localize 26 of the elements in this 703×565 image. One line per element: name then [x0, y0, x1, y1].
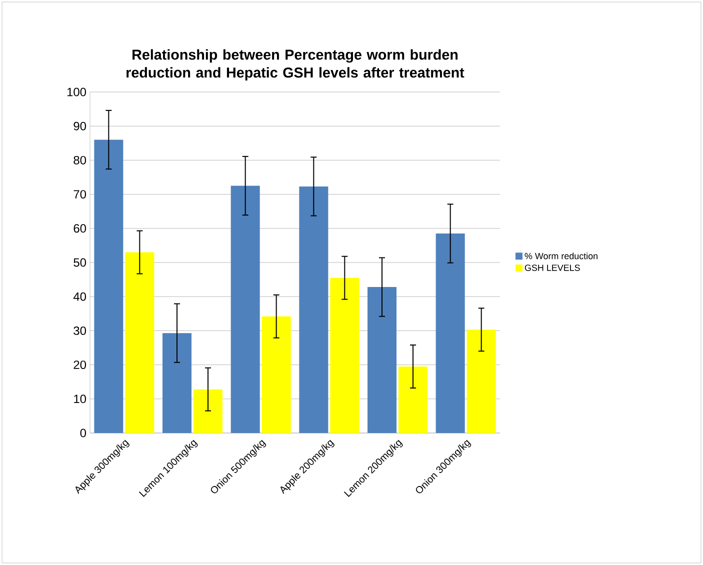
bar — [193, 389, 222, 433]
bar — [398, 366, 428, 433]
bar — [436, 234, 465, 433]
y-tick-label: 100 — [67, 88, 86, 96]
bar — [230, 186, 260, 433]
y-tick-label: 0 — [80, 428, 86, 438]
bar — [466, 330, 496, 433]
y-tick-label: 70 — [74, 190, 86, 199]
bar — [162, 333, 192, 433]
y-tick-label: 20 — [74, 360, 86, 370]
y-tick-label: 30 — [74, 326, 86, 335]
y-tick-label: 40 — [73, 292, 86, 301]
legend-label: % Worm reduction — [524, 252, 598, 260]
y-tick-label: 10 — [74, 394, 86, 404]
y-tick-label: 80 — [74, 156, 86, 164]
bar — [299, 186, 328, 433]
legend-label: GSH LEVELS — [524, 264, 580, 271]
chart-title: Relationship between Percentage worm burden reduction and Hepatic GSH levels after treatment — [126, 49, 464, 81]
bar — [94, 140, 124, 433]
bar — [330, 278, 360, 433]
bar — [262, 316, 291, 433]
y-tick-label: 50 — [74, 258, 86, 267]
bar — [125, 252, 154, 433]
bar — [368, 287, 396, 433]
y-tick-label: 60 — [74, 224, 86, 233]
y-tick-label: 90 — [74, 122, 86, 130]
